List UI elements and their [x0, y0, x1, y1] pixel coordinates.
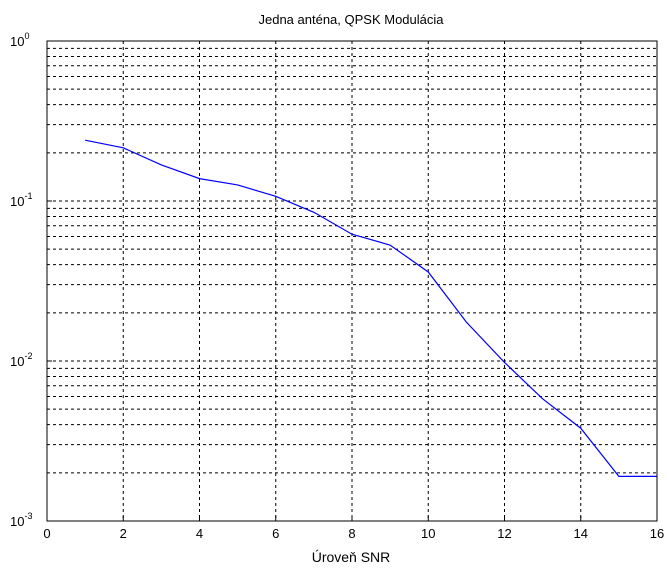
y-tick-label-1: 10-1 [10, 191, 32, 209]
chart-title: Jedna anténa, QPSK Modulácia [258, 12, 444, 27]
y-tick-label-3: 10-3 [10, 511, 32, 529]
series-layer [85, 139, 657, 477]
x-tick-label-3: 6 [272, 526, 279, 541]
y-tick-label-2: 10-2 [10, 351, 32, 369]
x-axis-label: Úroveň SNR [312, 549, 391, 565]
x-tick-label-4: 8 [348, 526, 355, 541]
x-tick-label-1: 2 [120, 526, 127, 541]
x-tick-label-7: 14 [574, 526, 588, 541]
y-tick-label-0: 100 [10, 31, 29, 49]
x-tick-label-8: 16 [650, 526, 664, 541]
x-tick-label-6: 12 [497, 526, 511, 541]
x-axis-ticks: 0 2 4 6 8 10 12 14 16 [43, 516, 664, 541]
y-axis-ticks: 100 10-1 10-2 10-3 [10, 31, 52, 529]
series-line-0 [85, 139, 657, 477]
grid [47, 41, 657, 521]
x-tick-label-5: 10 [421, 526, 435, 541]
x-tick-label-0: 0 [43, 526, 50, 541]
x-tick-label-2: 4 [196, 526, 203, 541]
